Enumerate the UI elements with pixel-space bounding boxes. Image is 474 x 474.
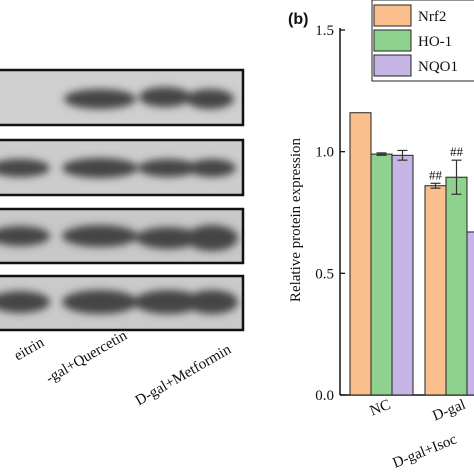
legend-label: HO-1 bbox=[418, 34, 452, 50]
significance-mark: ## bbox=[450, 144, 464, 159]
x-tick-label: D-gal bbox=[430, 397, 468, 425]
y-tick-label: 0.5 bbox=[315, 266, 334, 282]
y-axis-title: Relative protein expression bbox=[288, 137, 304, 302]
panel-label: (b) bbox=[288, 11, 308, 28]
y-tick-label: 0.0 bbox=[315, 388, 334, 404]
error-bar bbox=[376, 152, 387, 156]
legend-swatch bbox=[373, 29, 412, 52]
legend-label: NQO1 bbox=[418, 59, 458, 75]
lane-label: eitrin bbox=[12, 334, 48, 364]
y-tick-label: 1.5 bbox=[315, 23, 334, 39]
bar bbox=[349, 112, 372, 396]
western-blot: eitrin -gal+Quercetin D-gal+Metformin bbox=[0, 68, 245, 409]
significance-mark: ## bbox=[429, 167, 443, 182]
bar bbox=[391, 154, 414, 396]
error-bar bbox=[397, 149, 408, 161]
blot-bands bbox=[0, 87, 238, 314]
bar bbox=[370, 153, 393, 396]
x-tick-label: NC bbox=[368, 397, 393, 420]
error-bar bbox=[451, 159, 462, 195]
lane-label: -gal+Quercetin bbox=[43, 327, 130, 387]
legend-swatch bbox=[373, 54, 412, 77]
bar bbox=[445, 176, 468, 396]
x-tick-label: D-gal+Isoc bbox=[391, 431, 460, 471]
y-tick-label: 1.0 bbox=[315, 145, 334, 161]
legend-swatch bbox=[373, 4, 412, 27]
error-bar bbox=[430, 182, 441, 189]
bar bbox=[466, 231, 474, 396]
lane-label: D-gal+Metformin bbox=[133, 341, 235, 409]
legend-label: Nrf2 bbox=[418, 9, 446, 25]
bar bbox=[424, 185, 447, 396]
